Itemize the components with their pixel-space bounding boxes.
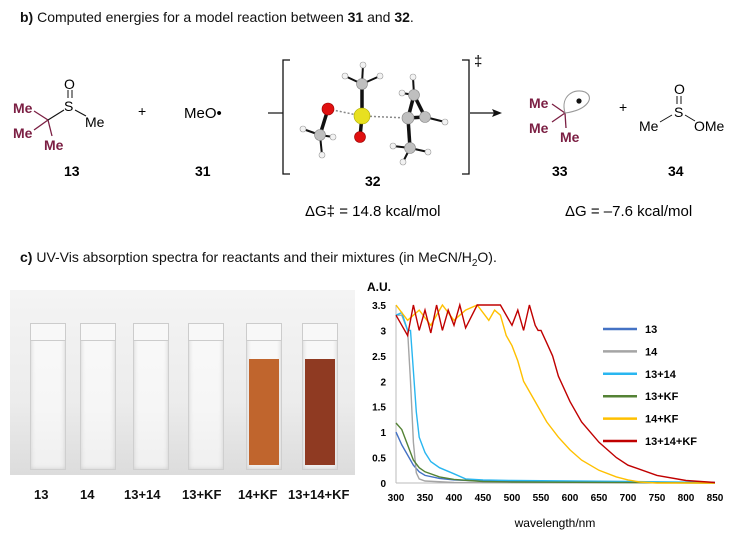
section-b-label: b) (20, 9, 34, 25)
title-text: O). (477, 249, 497, 265)
y-tick-label: 2.5 (372, 352, 386, 363)
y-axis-label: A.U. (367, 280, 391, 294)
cuvette (246, 323, 282, 470)
plus-sign: + (138, 103, 146, 119)
x-tick-label: 300 (388, 493, 405, 504)
plus-sign: + (619, 99, 627, 115)
x-tick-label: 800 (678, 493, 695, 504)
sulfur-atom: S (674, 104, 683, 120)
y-tick-label: 0 (380, 479, 386, 490)
x-tick-label: 850 (707, 493, 724, 504)
y-tick-label: 3.5 (372, 301, 386, 312)
tbu-methyl: Me (13, 100, 33, 116)
y-tick-label: 1.5 (372, 403, 386, 414)
activation-energy: ΔG‡ = 14.8 kcal/mol (305, 203, 441, 220)
tbu-methyl: Me (529, 120, 549, 136)
legend-label: 13+14+KF (645, 436, 697, 448)
section-c-title: c) UV-Vis absorption spectra for reactan… (20, 249, 497, 269)
x-tick-label: 600 (562, 493, 579, 504)
tbu-methyl: Me (529, 95, 549, 111)
x-tick-label: 450 (475, 493, 492, 504)
methoxy-group: OMe (694, 118, 725, 134)
legend-label: 14 (645, 346, 658, 358)
x-tick-label: 750 (649, 493, 666, 504)
radical-dot (576, 98, 582, 104)
title-subscript: 2 (471, 257, 478, 269)
sample-label: 13 (34, 487, 49, 502)
compound-33-structure: Me Me Me (529, 90, 590, 145)
cuvette-liquid (136, 359, 166, 465)
compound-32-label: 32 (365, 173, 381, 189)
series-line-13+KF (395, 422, 716, 484)
tbu-methyl: Me (13, 125, 33, 141)
left-bracket (282, 59, 290, 175)
x-tick-label: 700 (620, 493, 637, 504)
compound-13-structure: O S Me Me Me Me (13, 76, 105, 153)
y-tick-label: 1 (380, 428, 386, 439)
compound-13-label: 13 (64, 163, 80, 179)
cuvette (188, 323, 224, 470)
x-tick-label: 650 (591, 493, 608, 504)
x-axis-label: wavelength/nm (514, 516, 596, 530)
x-tick-label: 500 (504, 493, 521, 504)
series-line-13+14 (395, 311, 716, 484)
compound-31-formula: MeO• (184, 105, 222, 122)
y-tick-label: 3 (380, 326, 386, 337)
x-tick-label: 400 (446, 493, 463, 504)
cuvette (133, 323, 169, 470)
methyl-group: Me (639, 118, 659, 134)
title-compound: 32 (394, 9, 410, 25)
arrowhead-icon (492, 109, 502, 117)
double-dagger: ‡ (474, 53, 482, 70)
title-text: . (409, 9, 414, 25)
sample-label: 13+KF (182, 487, 222, 502)
compound-34-label: 34 (668, 163, 684, 179)
section-c-label: c) (20, 249, 33, 265)
x-tick-label: 550 (533, 493, 550, 504)
cuvette-liquid (83, 359, 113, 465)
compound-34-structure: O S Me OMe (639, 81, 725, 134)
methyl-group: Me (85, 114, 105, 130)
compound-31-label: 31 (195, 163, 211, 179)
cuvette (302, 323, 338, 470)
right-bracket (462, 59, 470, 175)
reaction-energy: ΔG = –7.6 kcal/mol (565, 203, 692, 220)
cuvette (30, 323, 66, 470)
title-text: and (363, 9, 395, 25)
sample-label: 13+14 (124, 487, 161, 502)
sulfur-atom: S (64, 98, 73, 114)
cuvette (80, 323, 116, 470)
tbu-methyl: Me (44, 137, 64, 153)
title-text: Computed energies for a model reaction b… (37, 9, 348, 25)
cuvette-liquid (191, 359, 221, 465)
oxygen-atom: O (674, 81, 685, 97)
radical-orbital (563, 90, 590, 114)
series-line-14+KF (395, 303, 715, 484)
reaction-scheme: O S Me Me Me Me 13 + MeO• 31 ‡ (13, 53, 725, 220)
transition-state-3d-model (299, 61, 449, 166)
y-tick-label: 0.5 (372, 454, 386, 465)
cuvette-photo (10, 290, 355, 475)
title-text: UV-Vis absorption spectra for reactants … (36, 249, 472, 265)
cuvette-liquid (249, 359, 279, 465)
x-tick-label: 350 (417, 493, 434, 504)
legend-label: 13+14 (645, 369, 677, 381)
title-compound: 31 (347, 9, 364, 25)
sample-label: 14 (80, 487, 95, 502)
compound-33-label: 33 (552, 163, 568, 179)
legend-label: 14+KF (645, 414, 679, 426)
cuvette-liquid (33, 359, 63, 465)
section-b-title: b) Computed energies for a model reactio… (20, 9, 414, 25)
series-line-13+14+KF (395, 302, 716, 484)
sample-label: 13+14+KF (288, 487, 350, 502)
tbu-methyl: Me (560, 129, 580, 145)
oxygen-atom: O (64, 76, 75, 92)
y-tick-label: 2 (380, 377, 386, 388)
cuvette-liquid (305, 359, 335, 465)
legend-label: 13 (645, 324, 657, 336)
legend-label: 13+KF (645, 391, 679, 403)
uv-vis-chart: A.U. wavelength/nm 0 0.5 1 1.5 2 2.5 3 3.5 300 35… (367, 280, 724, 530)
sample-label: 14+KF (238, 487, 278, 502)
